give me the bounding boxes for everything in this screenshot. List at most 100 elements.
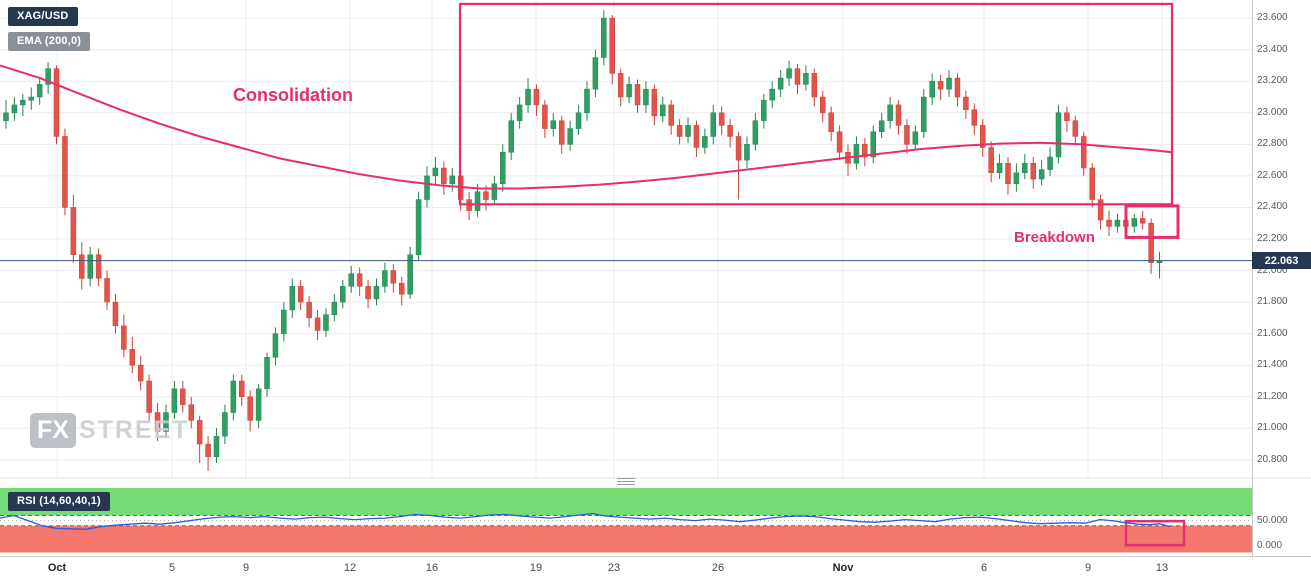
candle-body bbox=[373, 286, 380, 300]
pane-resize-handle[interactable] bbox=[617, 477, 635, 486]
time-tick-label: 26 bbox=[711, 562, 725, 574]
candle-body bbox=[87, 254, 93, 279]
candle-body bbox=[1013, 172, 1020, 185]
symbol-badge[interactable]: XAG/USD bbox=[8, 7, 78, 26]
candle-body bbox=[786, 68, 792, 79]
candle-body bbox=[1047, 156, 1053, 170]
candle-body bbox=[137, 364, 144, 382]
price-tick-label: 21.800 bbox=[1257, 296, 1288, 308]
candle-body bbox=[348, 273, 354, 287]
ema-indicator-badge[interactable]: EMA (200,0) bbox=[8, 32, 91, 51]
candle-body bbox=[946, 77, 952, 90]
candle-body bbox=[53, 68, 60, 137]
candle-body bbox=[281, 309, 287, 334]
candle-body bbox=[828, 112, 834, 132]
candle-body bbox=[1139, 218, 1146, 224]
candle-body bbox=[1106, 219, 1112, 227]
breakdown-box bbox=[1124, 204, 1180, 239]
candle-body bbox=[491, 183, 498, 200]
candle-body bbox=[752, 120, 759, 145]
candle-body bbox=[213, 435, 220, 457]
candle-body bbox=[79, 254, 85, 279]
price-tick-label: 23.400 bbox=[1257, 43, 1288, 55]
rsi-axis: 50.000 0.000 bbox=[1252, 488, 1311, 556]
candle-body bbox=[424, 175, 430, 200]
candle-body bbox=[508, 120, 514, 153]
consolidation-box bbox=[458, 2, 1174, 206]
candle-body bbox=[1081, 136, 1087, 169]
consolidation-annotation-label: Consolidation bbox=[233, 85, 353, 105]
time-axis[interactable]: Oct 5 9 12 16 19 23 26 Nov 6 9 13 bbox=[0, 556, 1311, 581]
price-tick-label: 23.200 bbox=[1257, 75, 1288, 87]
candle-body bbox=[28, 96, 35, 101]
candle-body bbox=[1156, 260, 1163, 263]
time-tick-label: 12 bbox=[343, 562, 357, 574]
candle-body bbox=[811, 73, 818, 98]
time-tick-label: Oct bbox=[47, 562, 67, 574]
candle-body bbox=[129, 349, 136, 366]
candle-body bbox=[323, 314, 329, 331]
candle-body bbox=[500, 151, 506, 185]
fxstreet-watermark: FX STREET bbox=[30, 413, 190, 448]
price-tick-label: 21.400 bbox=[1257, 359, 1288, 371]
candle-body bbox=[441, 167, 447, 185]
rsi-indicator-badge[interactable]: RSI (14,60,40,1) bbox=[8, 492, 110, 511]
price-tick-label: 21.600 bbox=[1257, 327, 1288, 339]
candle-body bbox=[121, 325, 127, 350]
candle-body bbox=[727, 125, 733, 137]
candle-body bbox=[660, 104, 666, 117]
candle-body bbox=[853, 144, 860, 164]
candle-body bbox=[45, 68, 51, 85]
time-tick-label: Nov bbox=[832, 562, 854, 574]
candle-body bbox=[1114, 219, 1121, 227]
candle-body bbox=[584, 88, 590, 114]
time-tick-label: 16 bbox=[425, 562, 439, 574]
candle-body bbox=[112, 301, 119, 327]
candle-body bbox=[188, 404, 194, 421]
time-tick-label: 19 bbox=[529, 562, 543, 574]
candle-body bbox=[62, 136, 68, 208]
candle-body bbox=[929, 80, 935, 98]
candle-body bbox=[685, 125, 691, 137]
candle-body bbox=[803, 73, 809, 85]
rsi-line bbox=[0, 512, 1171, 530]
candle-body bbox=[912, 131, 919, 145]
candle-body bbox=[769, 88, 775, 101]
candle-body bbox=[36, 84, 43, 98]
candle-body bbox=[887, 104, 893, 121]
price-axis[interactable]: 23.600 23.400 23.200 23.000 22.800 22.600 22.4… bbox=[1252, 0, 1311, 478]
candle-body bbox=[1005, 163, 1011, 185]
candle-body bbox=[921, 96, 927, 132]
candle-body bbox=[1064, 112, 1070, 121]
candle-body bbox=[533, 88, 540, 106]
candle-body bbox=[1148, 222, 1154, 263]
candle-body bbox=[264, 357, 270, 390]
candle-body bbox=[609, 17, 615, 74]
candle-body bbox=[702, 136, 708, 148]
candle-body bbox=[331, 301, 338, 315]
candle-body bbox=[196, 420, 203, 445]
candle-body bbox=[651, 88, 658, 117]
candle-body bbox=[626, 84, 632, 98]
candle-body bbox=[171, 388, 178, 413]
candle-body bbox=[483, 191, 489, 200]
candle-body bbox=[744, 144, 750, 161]
candle-body bbox=[365, 286, 371, 300]
candle-body bbox=[937, 80, 944, 90]
time-tick-label: 6 bbox=[980, 562, 988, 574]
candle-body bbox=[1131, 218, 1138, 227]
candle-body bbox=[954, 77, 961, 98]
candle-body bbox=[163, 412, 169, 432]
candle-body bbox=[398, 282, 405, 295]
rsi-breakdown-box bbox=[1124, 519, 1186, 547]
candle-body bbox=[592, 57, 599, 90]
candle-body bbox=[306, 301, 312, 319]
candle-body bbox=[693, 125, 700, 148]
price-tick-label: 22.800 bbox=[1257, 138, 1288, 150]
candle-body bbox=[340, 286, 346, 303]
price-tick-label: 23.600 bbox=[1257, 12, 1288, 24]
price-tick-label: 22.600 bbox=[1257, 169, 1288, 181]
candle-body bbox=[205, 443, 211, 457]
price-tick-label: 21.000 bbox=[1257, 422, 1288, 434]
